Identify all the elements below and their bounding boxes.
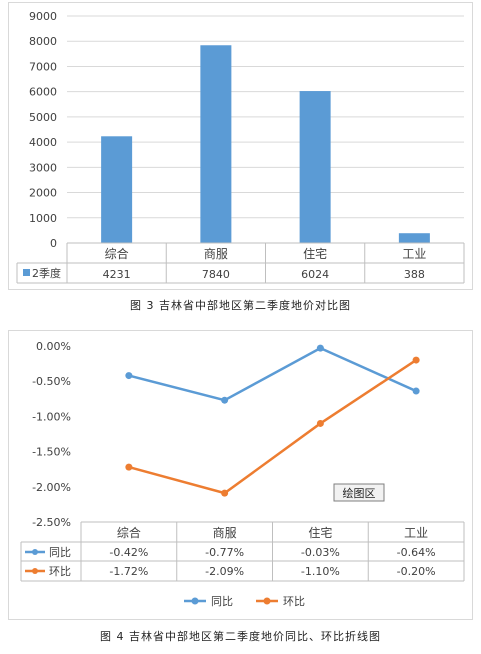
- bar-chart-caption: 图 3 吉林省中部地区第二季度地价对比图: [130, 299, 351, 312]
- category-label: 综合: [105, 246, 129, 261]
- category-label: 商服: [213, 525, 237, 540]
- category-label: 工业: [404, 526, 428, 540]
- bar-chart-panel: 0 1000 2000 3000 4000 5000 6000 7000 8000 9000 综合 4…: [8, 2, 473, 290]
- y-tick-label: -2.50%: [32, 516, 71, 529]
- data-point: [221, 489, 229, 497]
- y-tick-label: -2.00%: [32, 481, 71, 494]
- series-line-yoy: [128, 346, 417, 402]
- legend-label: 环比: [283, 595, 305, 608]
- y-tick-label: -1.50%: [32, 446, 71, 459]
- series-line-mom: [128, 359, 417, 495]
- legend-label: 2季度: [32, 266, 61, 280]
- bar: [398, 233, 430, 243]
- y-tick-label: 8000: [29, 35, 57, 48]
- category-label: 工业: [402, 247, 426, 261]
- data-point: [316, 419, 324, 427]
- y-tick-label: 3000: [29, 161, 57, 174]
- y-tick-label: 4000: [29, 136, 57, 149]
- line-chart: 0.00% -0.50% -1.00% -1.50% -2.00% -2.50% 绘图区综合…: [20, 340, 465, 608]
- y-tick-label: 0.00%: [36, 340, 71, 353]
- line-chart-panel: 0.00% -0.50% -1.00% -1.50% -2.00% -2.50% 绘图区综合…: [8, 330, 473, 620]
- data-point: [221, 396, 229, 404]
- data-label: -0.64%: [397, 546, 436, 559]
- y-tick-label: 1000: [29, 212, 57, 225]
- y-tick-label: 7000: [29, 60, 57, 73]
- category-label: 商服: [204, 246, 228, 261]
- y-tick-label: 6000: [29, 86, 57, 99]
- table-series-label: 环比: [49, 565, 71, 578]
- y-tick-label: 9000: [29, 10, 57, 23]
- data-label: 388: [404, 268, 425, 281]
- data-point: [125, 463, 133, 471]
- data-label: -1.72%: [109, 565, 148, 578]
- y-tick-label: 5000: [29, 111, 57, 124]
- data-point: [412, 356, 420, 364]
- legend-swatch: [23, 269, 30, 276]
- legend-key-marker: [263, 597, 271, 605]
- table-series-label: 同比: [49, 546, 71, 559]
- bar: [299, 91, 331, 243]
- data-label: 6024: [301, 268, 329, 281]
- line-chart-caption: 图 4 吉林省中部地区第二季度地价同比、环比折线图: [100, 630, 381, 643]
- data-label: 4231: [103, 268, 131, 281]
- category-label: 住宅: [303, 246, 327, 261]
- category-label: 住宅: [308, 525, 332, 540]
- data-label: -0.20%: [397, 565, 436, 578]
- bar: [101, 136, 133, 243]
- data-point: [316, 344, 324, 352]
- data-label: -2.09%: [205, 565, 244, 578]
- y-tick-label: 0: [50, 237, 57, 250]
- legend-key-marker: [191, 597, 199, 605]
- table-legend-key-marker: [32, 549, 38, 555]
- category-label: 综合: [117, 525, 141, 540]
- y-tick-label: -0.50%: [32, 375, 71, 388]
- plot-area-tooltip-label: 绘图区: [343, 486, 376, 500]
- bar-chart: 0 1000 2000 3000 4000 5000 6000 7000 8000 9000 综合 4…: [16, 10, 465, 284]
- data-label: -0.42%: [109, 546, 148, 559]
- data-point: [125, 372, 133, 380]
- y-tick-label: 2000: [29, 187, 57, 200]
- y-tick-label: -1.00%: [32, 410, 71, 423]
- data-label: -0.77%: [205, 546, 244, 559]
- data-label: -1.10%: [301, 565, 340, 578]
- legend-label: 同比: [211, 595, 233, 608]
- table-legend-key-marker: [32, 568, 38, 574]
- data-label: 7840: [202, 268, 230, 281]
- bar: [200, 45, 232, 243]
- plot-area-tooltip: [333, 483, 385, 502]
- data-point: [412, 387, 420, 395]
- data-label: -0.03%: [301, 546, 340, 559]
